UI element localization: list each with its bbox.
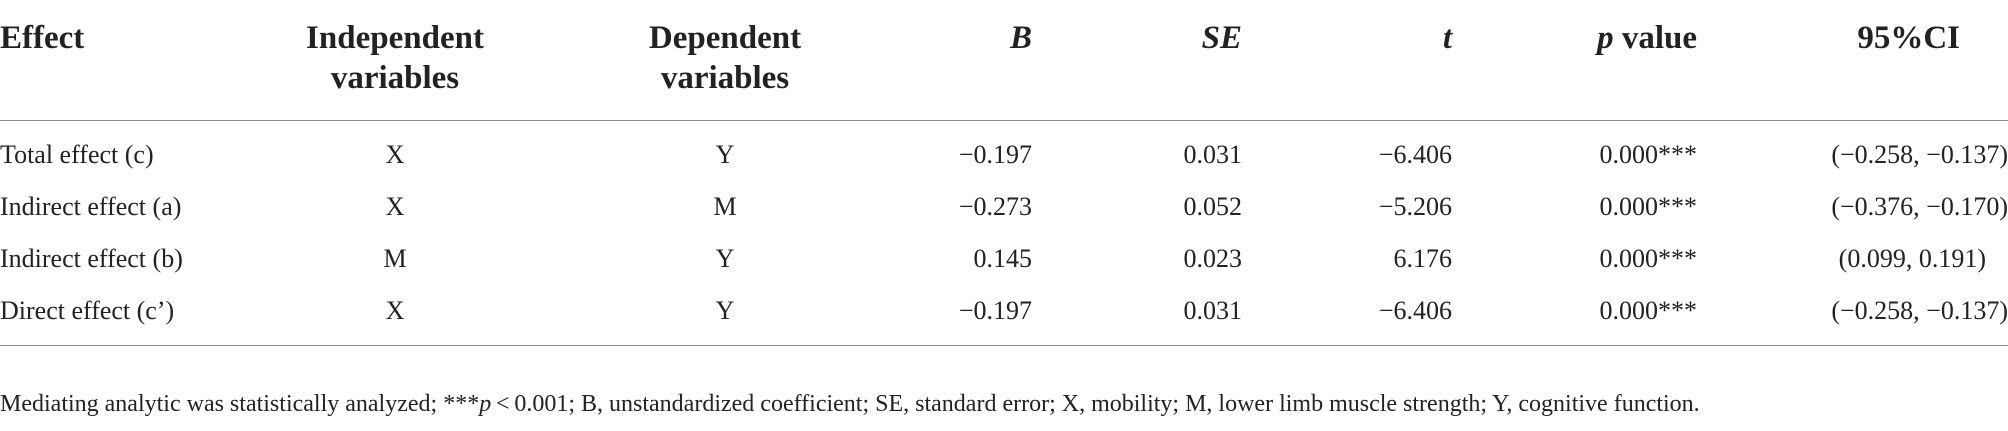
header-row: Effect Independent variables Dependent v… (0, 0, 2008, 121)
header-b: B (910, 0, 1032, 121)
cell-dependent: M (713, 192, 737, 221)
header-se: SE (1032, 0, 1242, 121)
cell-t: −5.206 (1378, 192, 1452, 221)
header-dependent-line1: Dependent (648, 20, 802, 56)
cell-effect: Indirect effect (b) (0, 244, 183, 273)
results-table-container: Effect Independent variables Dependent v… (0, 0, 2008, 346)
cell-effect: Total effect (c) (0, 140, 154, 169)
table-row: Direct effect (c’) X Y −0.197 0.031 −6.4… (0, 285, 2008, 346)
table-row: Indirect effect (a) X M −0.273 0.052 −5.… (0, 181, 2008, 233)
header-p-value: p value (1452, 0, 1697, 121)
cell-independent: X (250, 285, 540, 346)
cell-t: 6.176 (1393, 244, 1453, 273)
cell-b: −0.273 (958, 192, 1032, 221)
header-independent-variables: Independent variables (250, 0, 540, 121)
mediation-results-table: Effect Independent variables Dependent v… (0, 0, 2008, 346)
cell-independent: M (383, 244, 407, 273)
cell-p: 0.000*** (1599, 192, 1698, 221)
footnote-p-italic: p (479, 391, 492, 417)
header-dependent-variables: Dependent variables (540, 0, 910, 121)
table-row: Indirect effect (b) M Y 0.145 0.023 6.17… (0, 233, 2008, 285)
footnote-after: < 0.001; B, unstandardized coefficient; … (491, 391, 1700, 417)
cell-b: −0.197 (910, 285, 1032, 346)
cell-dependent: Y (715, 140, 735, 169)
cell-se: 0.023 (1183, 244, 1243, 273)
table-footnote: Mediating analytic was statistically ana… (0, 389, 1700, 419)
cell-p: 0.000*** (1599, 140, 1698, 169)
header-t: t (1242, 0, 1452, 121)
cell-b: 0.145 (973, 244, 1033, 273)
header-ci: 95%CI (1697, 0, 2008, 121)
cell-t: −6.406 (1378, 140, 1452, 169)
header-independent-line1: Independent (306, 20, 484, 56)
footnote-before: Mediating analytic was statistically ana… (0, 391, 480, 417)
header-ci-label: 95%CI (1857, 20, 1960, 56)
cell-effect: Indirect effect (a) (0, 192, 182, 221)
cell-ci: (−0.258, −0.137) (1697, 285, 2008, 346)
cell-b: −0.197 (958, 140, 1032, 169)
cell-independent: X (385, 192, 405, 221)
cell-se: 0.052 (1183, 192, 1243, 221)
header-independent-line2: variables (330, 60, 460, 96)
cell-ci: (−0.258, −0.137) (1831, 140, 2008, 169)
header-effect: Effect (0, 0, 250, 121)
cell-independent: X (385, 140, 405, 169)
cell-ci: (0.099, 0.191) (1838, 244, 1986, 273)
cell-p: 0.000*** (1599, 244, 1698, 273)
table-row: Total effect (c) X Y −0.197 0.031 −6.406… (0, 121, 2008, 182)
cell-se: 0.031 (1183, 140, 1243, 169)
header-dependent-line2: variables (660, 60, 790, 96)
cell-se: 0.031 (1032, 285, 1242, 346)
cell-t: −6.406 (1242, 285, 1452, 346)
cell-dependent: Y (540, 285, 910, 346)
header-p-rest: value (1613, 20, 1697, 56)
cell-dependent: Y (715, 244, 735, 273)
cell-effect: Direct effect (c’) (0, 285, 250, 346)
cell-ci: (−0.376, −0.170) (1831, 192, 2008, 221)
cell-p: 0.000*** (1452, 285, 1697, 346)
header-p-italic: p (1597, 20, 1614, 56)
